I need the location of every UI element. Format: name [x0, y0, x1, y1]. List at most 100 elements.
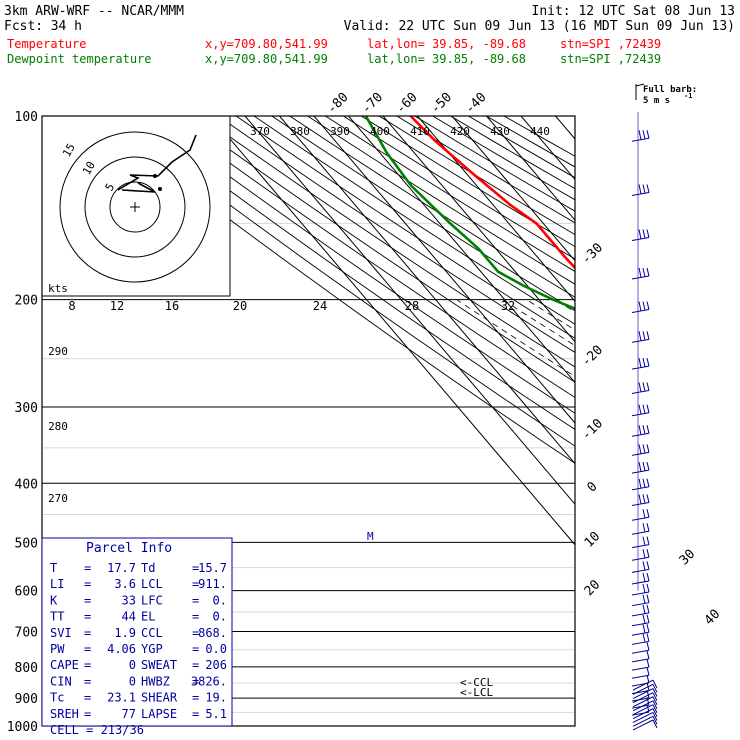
wind-barb — [631, 604, 650, 617]
barb-flag — [646, 509, 650, 518]
barb-flag — [652, 679, 658, 689]
parcel-param-value: 23.1 — [107, 691, 136, 705]
parcel-param-name: TT — [50, 610, 64, 624]
barb-staff — [631, 697, 650, 702]
wind-barb — [631, 549, 650, 561]
parcel-param-name: CIN — [50, 674, 72, 688]
parcel-param-name: SREH — [50, 707, 79, 721]
barb-flag — [646, 478, 650, 487]
barb-flag — [642, 184, 646, 194]
wind-barb — [631, 382, 650, 394]
parcel-param-value: 0. — [213, 593, 227, 607]
barb-flag — [646, 358, 650, 367]
wind-barb — [632, 700, 658, 712]
barb-staff — [632, 696, 654, 708]
theta-tick-label: 440 — [530, 125, 550, 138]
wind-barb — [631, 130, 650, 142]
parcel-equals: = — [192, 626, 199, 640]
speed-tick-label: 12 — [110, 299, 124, 313]
pressure-tick-label: 1000 — [7, 720, 38, 735]
parcel-param-name: LI — [50, 577, 64, 591]
wind-barb — [631, 184, 650, 196]
barb-flag — [646, 331, 650, 340]
barb-flag — [638, 462, 642, 472]
barb-flag — [652, 688, 658, 697]
barb-flag — [642, 604, 646, 614]
parcel-param-value: 3.6 — [114, 577, 136, 591]
barb-flag — [638, 478, 642, 489]
wind-barb — [632, 708, 658, 720]
parcel-param-value: 1.9 — [114, 626, 136, 640]
wind-barb — [631, 659, 650, 671]
barb-flag — [646, 267, 650, 277]
barb-flag — [642, 536, 646, 546]
barb-flag — [638, 494, 642, 504]
wind-barb — [631, 642, 650, 654]
barb-flag — [642, 444, 646, 454]
wind-barb — [631, 494, 650, 506]
ccl-label: <-CCL — [460, 676, 493, 689]
wind-barb — [631, 650, 650, 663]
parcel-param-value: 77 — [122, 707, 136, 721]
barb-staff — [631, 412, 650, 417]
wind-barb — [631, 509, 650, 521]
barb-staff — [631, 530, 650, 535]
theta-tick-label: 420 — [450, 125, 470, 138]
barb-flag — [652, 719, 658, 729]
barb-staff — [631, 137, 650, 142]
barb-flag — [642, 267, 646, 277]
wind-barb — [632, 683, 658, 695]
theta-tick-label: 280 — [48, 420, 68, 433]
barb-flag — [642, 633, 646, 643]
barb-staff — [632, 708, 654, 720]
parcel-equals: = — [192, 561, 199, 575]
wind-barbs — [631, 112, 658, 731]
barb-flag — [646, 572, 650, 582]
parcel-param-value: 15.7 — [198, 561, 227, 575]
parcel-cell-value: CELL = 213/36 — [50, 723, 144, 737]
isotherm-line — [382, 116, 575, 343]
wind-barb — [632, 692, 658, 704]
barb-staff — [631, 451, 650, 456]
parcel-param-value: 0. — [213, 610, 227, 624]
parcel-param-value: 17.7 — [107, 561, 136, 575]
barb-staff — [631, 556, 650, 561]
barb-staff — [631, 602, 650, 607]
parcel-param-name: SVI — [50, 626, 72, 640]
wind-barb — [631, 667, 650, 679]
parcel-param-value: 0 — [129, 674, 136, 688]
parcel-param-name: PW — [50, 642, 65, 656]
hodograph-speed-label: kts — [48, 282, 68, 295]
pressure-tick-label: 100 — [15, 110, 38, 125]
barb-staff — [631, 640, 650, 645]
parcel-param-value: 911. — [198, 577, 227, 591]
barb-legend-exponent: -1 — [684, 92, 692, 100]
dry-adiabat — [128, 116, 575, 430]
wind-barb — [631, 583, 650, 596]
hodograph-point — [158, 187, 162, 191]
barb-staff — [631, 192, 650, 196]
parcel-param-name: SWEAT — [141, 658, 177, 672]
speed-tick-label: 16 — [165, 299, 179, 313]
barb-flag — [638, 331, 642, 341]
theta-tick-label: 410 — [410, 125, 430, 138]
wind-barb — [631, 614, 650, 627]
barb-flag — [642, 130, 646, 140]
parcel-param-name: YGP — [141, 642, 163, 656]
barb-staff — [631, 649, 650, 654]
parcel-param-value: 19. — [205, 691, 227, 705]
barb-staff — [631, 631, 650, 636]
parcel-param-name: CCL — [141, 626, 163, 640]
barb-flag — [646, 444, 650, 453]
parcel-param-name: LAPSE — [141, 707, 177, 721]
barb-flag — [652, 696, 658, 705]
barb-staff — [631, 580, 650, 585]
dewpoint-xy: x,y=709.80,541.99 — [205, 52, 328, 66]
barb-flag — [646, 494, 650, 503]
init-label: Init: 12 UTC Sat 08 Jun 13 — [532, 4, 736, 19]
barb-flag — [642, 404, 646, 414]
barb-flag — [642, 462, 646, 471]
pressure-tick-label: 700 — [15, 626, 38, 641]
parcel-param-name: LFC — [141, 593, 163, 607]
